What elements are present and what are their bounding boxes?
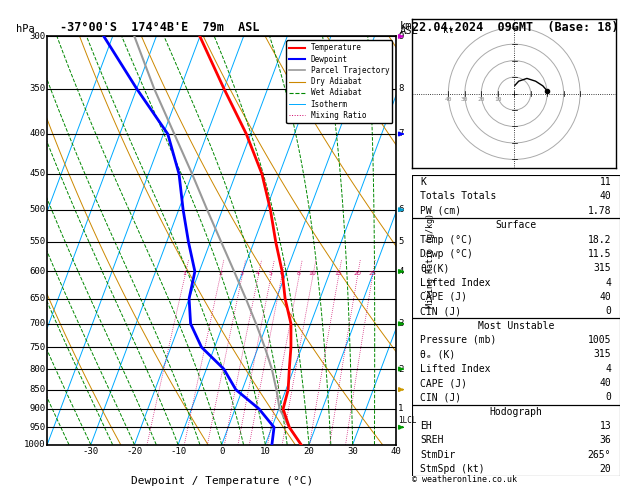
Text: 2: 2 — [218, 271, 222, 276]
Text: 500: 500 — [30, 205, 45, 214]
Text: EH: EH — [420, 421, 432, 431]
Text: 300: 300 — [30, 32, 45, 41]
Text: hPa: hPa — [16, 24, 35, 34]
Text: CIN (J): CIN (J) — [420, 306, 462, 316]
Text: 4: 4 — [605, 364, 611, 374]
Text: -20: -20 — [126, 447, 143, 456]
Text: Dewp (°C): Dewp (°C) — [420, 249, 473, 259]
Text: 6: 6 — [398, 205, 403, 214]
Text: 4: 4 — [256, 271, 260, 276]
Text: 6: 6 — [280, 271, 284, 276]
Text: 315: 315 — [594, 349, 611, 359]
Text: 15: 15 — [335, 271, 342, 276]
Text: 20: 20 — [599, 464, 611, 474]
Text: 1: 1 — [182, 271, 187, 276]
Text: θₑ(K): θₑ(K) — [420, 263, 450, 273]
Text: 40: 40 — [599, 378, 611, 388]
Text: 650: 650 — [30, 294, 45, 303]
Text: © weatheronline.co.uk: © weatheronline.co.uk — [412, 474, 517, 484]
Text: 0: 0 — [605, 392, 611, 402]
Text: Mixing Ratio (g/kg): Mixing Ratio (g/kg) — [426, 213, 435, 309]
Text: km: km — [399, 20, 412, 31]
Text: 40: 40 — [391, 447, 402, 456]
Text: 0: 0 — [605, 306, 611, 316]
Text: Pressure (mb): Pressure (mb) — [420, 335, 497, 345]
Text: Surface: Surface — [495, 220, 537, 230]
Text: 400: 400 — [30, 129, 45, 139]
Text: 750: 750 — [30, 343, 45, 352]
Text: 13: 13 — [599, 421, 611, 431]
Text: 20: 20 — [353, 271, 361, 276]
Text: StmSpd (kt): StmSpd (kt) — [420, 464, 485, 474]
Text: PW (cm): PW (cm) — [420, 206, 462, 216]
Text: SREH: SREH — [420, 435, 444, 445]
Text: 10: 10 — [309, 271, 316, 276]
Text: 30: 30 — [461, 97, 469, 102]
Text: 1LCL: 1LCL — [398, 416, 416, 425]
Text: 40: 40 — [599, 191, 611, 202]
Text: 20: 20 — [304, 447, 314, 456]
Text: K: K — [420, 177, 426, 187]
Text: 10: 10 — [494, 97, 501, 102]
Text: -30: -30 — [83, 447, 99, 456]
Text: 25: 25 — [369, 271, 376, 276]
Text: 600: 600 — [30, 267, 45, 276]
Text: Most Unstable: Most Unstable — [477, 321, 554, 330]
Text: 550: 550 — [30, 238, 45, 246]
Text: 3: 3 — [240, 271, 244, 276]
Text: Dewpoint / Temperature (°C): Dewpoint / Temperature (°C) — [131, 476, 313, 486]
Text: Lifted Index: Lifted Index — [420, 364, 491, 374]
Text: 700: 700 — [30, 319, 45, 328]
Text: 5: 5 — [269, 271, 273, 276]
Text: 40: 40 — [445, 97, 452, 102]
Text: 20: 20 — [477, 97, 485, 102]
Text: 8: 8 — [398, 84, 403, 93]
Text: Lifted Index: Lifted Index — [420, 278, 491, 288]
Legend: Temperature, Dewpoint, Parcel Trajectory, Dry Adiabat, Wet Adiabat, Isotherm, Mi: Temperature, Dewpoint, Parcel Trajectory… — [286, 40, 392, 123]
Text: 950: 950 — [30, 423, 45, 432]
Text: StmDir: StmDir — [420, 450, 455, 460]
Text: CIN (J): CIN (J) — [420, 392, 462, 402]
Text: 450: 450 — [30, 170, 45, 178]
Text: 3: 3 — [398, 319, 403, 328]
Text: CAPE (J): CAPE (J) — [420, 378, 467, 388]
Text: 4: 4 — [605, 278, 611, 288]
Text: ASL: ASL — [399, 26, 418, 36]
Text: Hodograph: Hodograph — [489, 407, 542, 417]
Text: 1000: 1000 — [24, 440, 45, 449]
Text: 1: 1 — [398, 404, 403, 414]
Text: 265°: 265° — [587, 450, 611, 460]
Text: 30: 30 — [347, 447, 358, 456]
Text: Temp (°C): Temp (°C) — [420, 235, 473, 244]
Text: -37°00'S  174°4B'E  79m  ASL: -37°00'S 174°4B'E 79m ASL — [60, 21, 259, 34]
Text: kt: kt — [443, 26, 454, 35]
Text: 11.5: 11.5 — [587, 249, 611, 259]
Text: 850: 850 — [30, 385, 45, 394]
Text: 315: 315 — [594, 263, 611, 273]
Text: 900: 900 — [30, 404, 45, 414]
Text: θₑ (K): θₑ (K) — [420, 349, 455, 359]
Text: 8: 8 — [297, 271, 301, 276]
Text: 5: 5 — [398, 238, 403, 246]
Text: 36: 36 — [599, 435, 611, 445]
Text: CAPE (J): CAPE (J) — [420, 292, 467, 302]
Text: 22.04.2024  09GMT  (Base: 18): 22.04.2024 09GMT (Base: 18) — [412, 21, 618, 34]
Text: 2: 2 — [398, 364, 403, 374]
Text: 800: 800 — [30, 364, 45, 374]
Text: 18.2: 18.2 — [587, 235, 611, 244]
Text: 40: 40 — [599, 292, 611, 302]
Text: 0: 0 — [219, 447, 225, 456]
Text: 350: 350 — [30, 84, 45, 93]
Text: 7: 7 — [398, 129, 403, 139]
Text: 10: 10 — [260, 447, 270, 456]
Text: 9: 9 — [398, 32, 403, 41]
Text: 4: 4 — [398, 267, 403, 276]
Text: Totals Totals: Totals Totals — [420, 191, 497, 202]
Text: -10: -10 — [170, 447, 186, 456]
Text: 1.78: 1.78 — [587, 206, 611, 216]
Text: 11: 11 — [599, 177, 611, 187]
Text: 1005: 1005 — [587, 335, 611, 345]
